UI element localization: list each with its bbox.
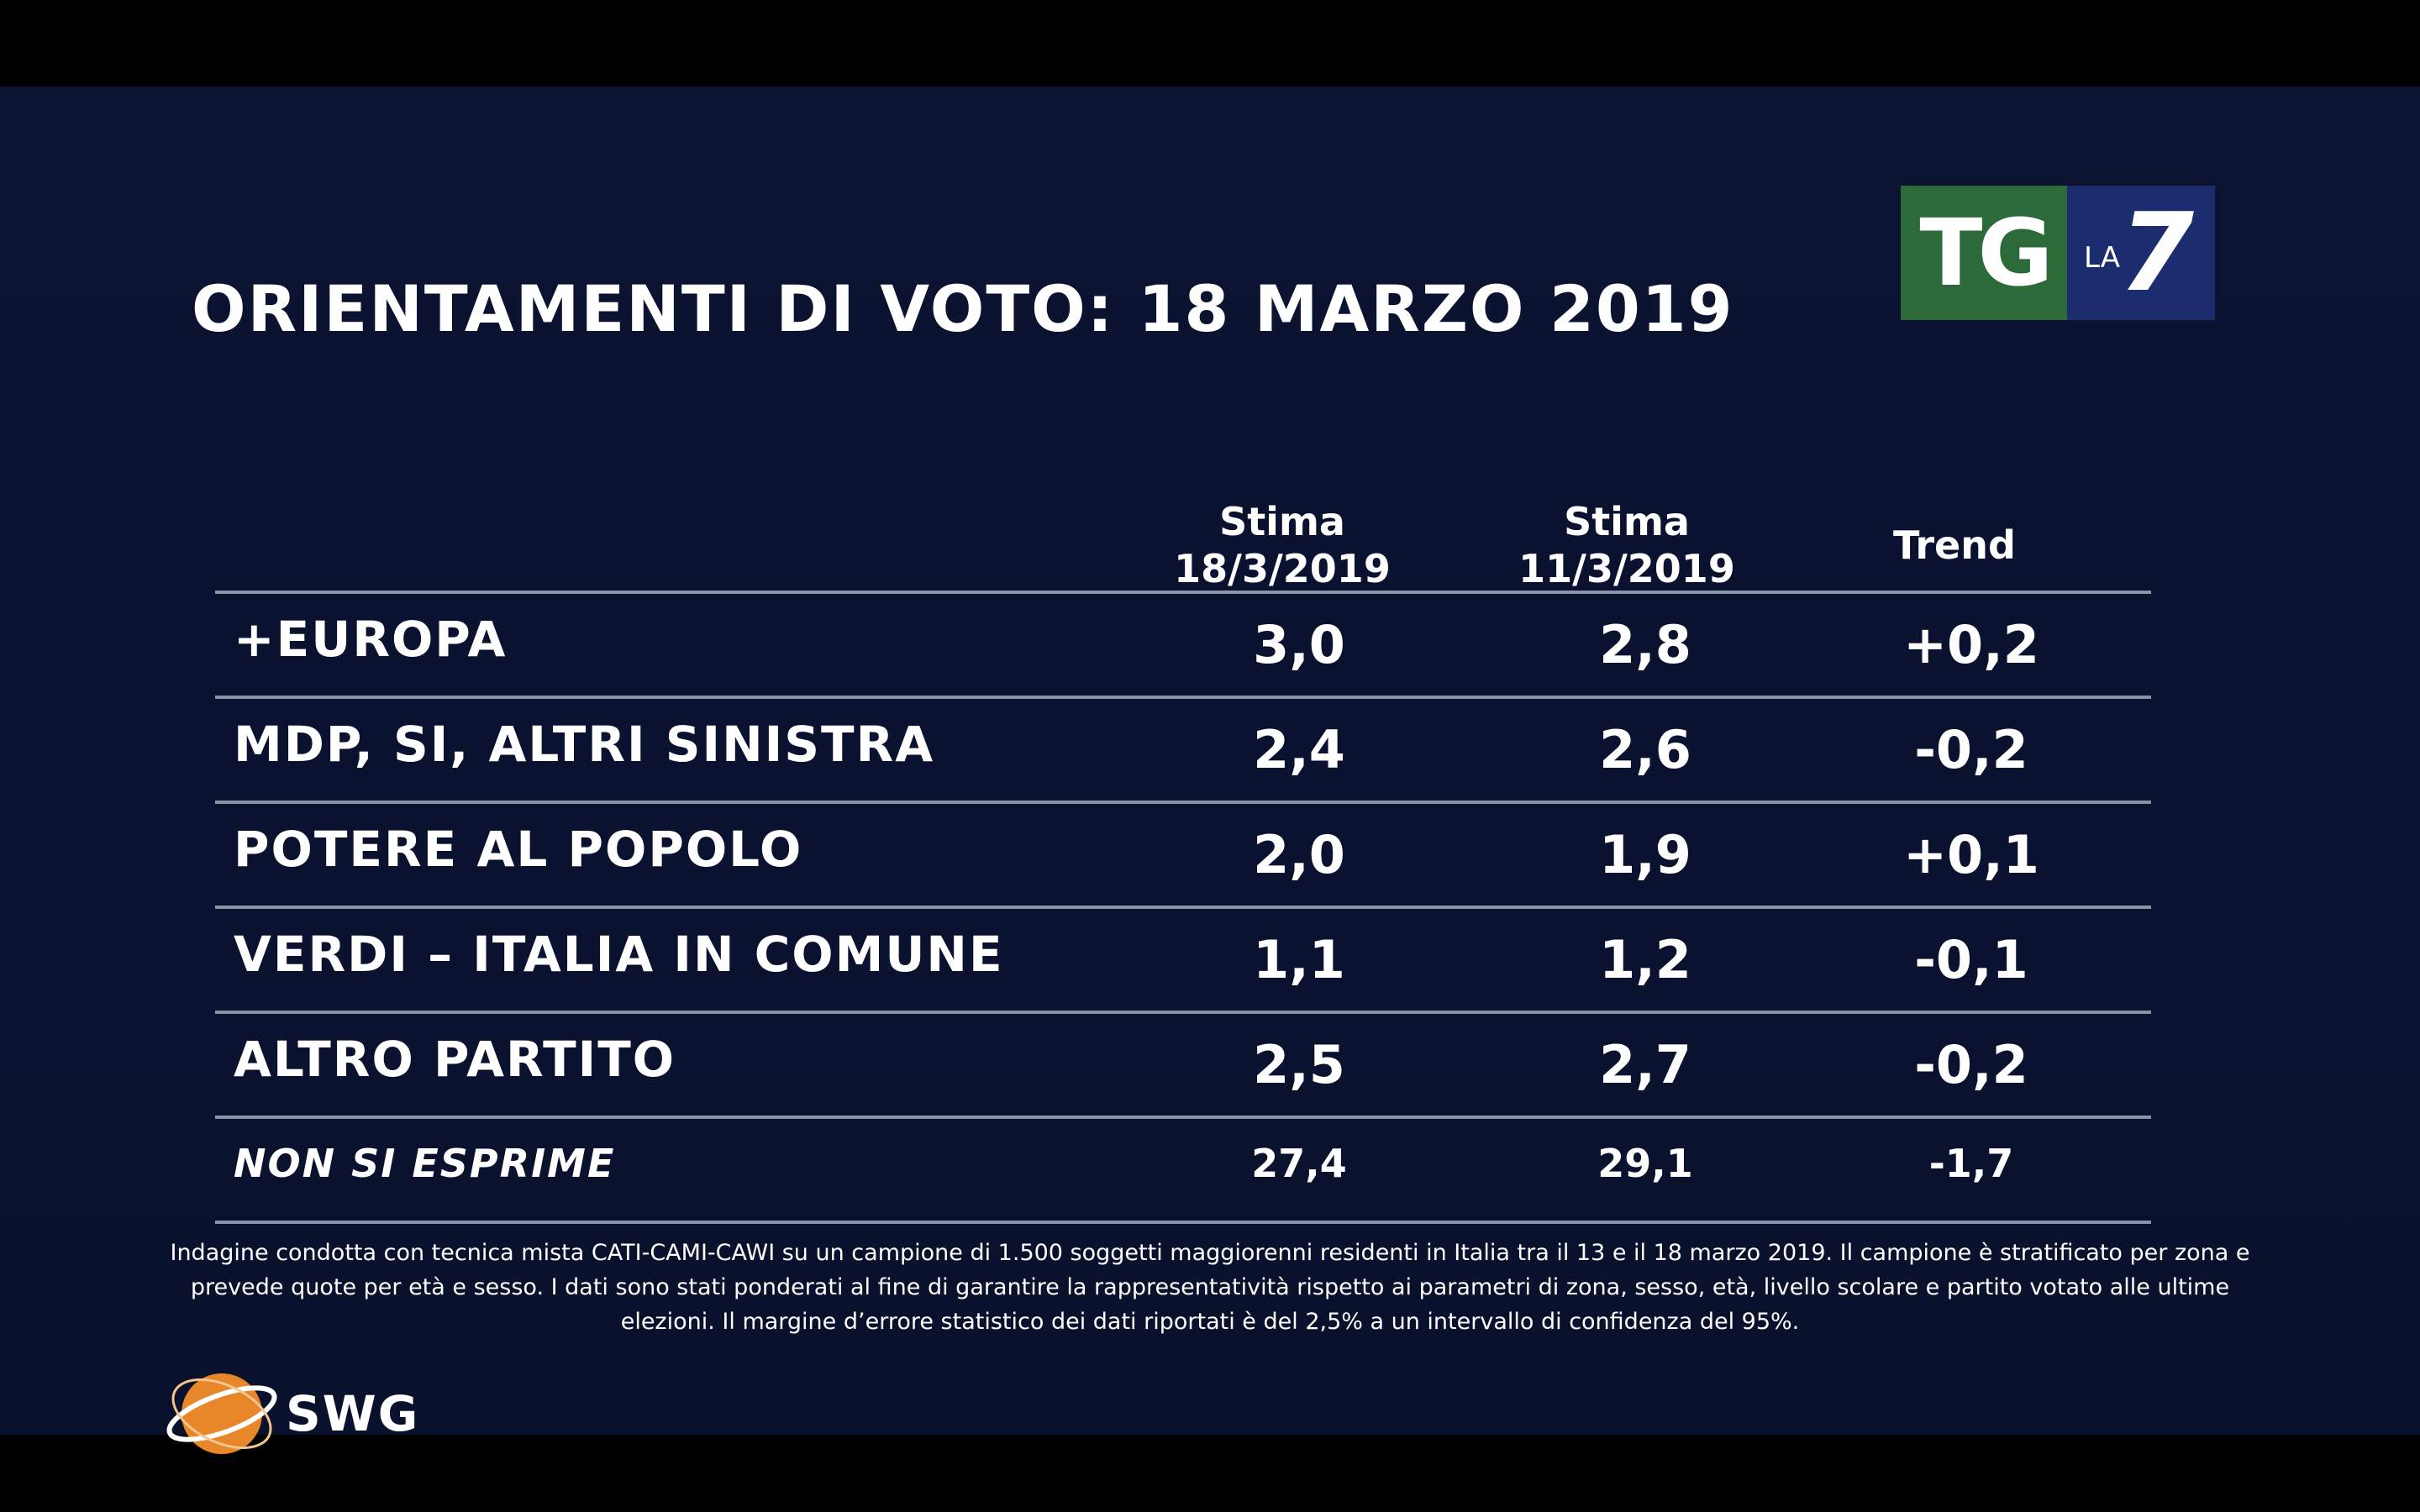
table-cell: -1,7 — [1928, 1141, 2014, 1186]
swg-logo: SWG — [161, 1363, 419, 1464]
row-label: +EUROPA — [234, 611, 508, 668]
table-rule — [215, 1221, 2151, 1224]
table-cell: 1,1 — [1253, 929, 1345, 990]
row-label: POTERE AL POPOLO — [234, 821, 803, 878]
table-cell: 3,0 — [1253, 614, 1345, 675]
la7-logo-block: LA 7 — [2067, 186, 2215, 320]
tg-logo-block: TG — [1901, 186, 2067, 320]
table-rule — [215, 1011, 2151, 1014]
row-label: MDP, SI, ALTRI SINISTRA — [234, 716, 935, 773]
table-rule — [215, 906, 2151, 909]
header-col-3: Trend — [1854, 522, 2055, 569]
table-rule — [215, 591, 2151, 594]
swg-globe-icon — [166, 1373, 277, 1454]
header-col-2-line1: Stima — [1564, 499, 1690, 544]
table-cell: +0,1 — [1903, 824, 2039, 885]
header-col-2-line2: 11/3/2019 — [1518, 546, 1735, 591]
table-cell: 2,5 — [1253, 1034, 1345, 1095]
broadcast-screen: ORIENTAMENTI DI VOTO: 18 MARZO 2019 TG L… — [0, 87, 2420, 1454]
table-cell: 2,7 — [1599, 1034, 1691, 1095]
table-cell: 27,4 — [1251, 1141, 1347, 1186]
methodology-footnote: Indagine condotta con tecnica mista CATI… — [170, 1240, 2250, 1335]
tg-la7-logo: TG LA 7 — [1901, 186, 2215, 320]
table-cell: +0,2 — [1903, 614, 2039, 675]
row-label: ALTRO PARTITO — [234, 1031, 676, 1088]
table-cell: -0,2 — [1914, 719, 2028, 780]
table-rule — [215, 1116, 2151, 1119]
table-cell: 2,6 — [1599, 719, 1691, 780]
header-col-1-line2: 18/3/2019 — [1174, 546, 1391, 591]
table-cell: 1,2 — [1599, 929, 1691, 990]
chart-title: ORIENTAMENTI DI VOTO: 18 MARZO 2019 — [192, 271, 1734, 346]
table-cell: 1,9 — [1599, 824, 1691, 885]
header-col-1: Stima 18/3/2019 — [1156, 498, 1408, 592]
la-text: LA — [2084, 241, 2120, 275]
row-label: VERDI – ITALIA IN COMUNE — [234, 926, 1004, 983]
table-rule — [215, 801, 2151, 804]
table-cell: 29,1 — [1597, 1141, 1693, 1186]
table-cell: 2,4 — [1253, 719, 1345, 780]
table-cell: 2,0 — [1253, 824, 1345, 885]
table-rule — [215, 696, 2151, 699]
seven-text: 7 — [2119, 191, 2195, 316]
header-col-1-line1: Stima — [1219, 499, 1345, 544]
table-cell: -0,2 — [1914, 1034, 2028, 1095]
table-cell: 2,8 — [1599, 614, 1691, 675]
table-cell: -0,1 — [1914, 929, 2028, 990]
swg-brand-text: SWG — [286, 1385, 420, 1442]
header-col-2: Stima 11/3/2019 — [1501, 498, 1753, 592]
row-label: NON SI ESPRIME — [234, 1141, 616, 1186]
header-col-3-line2: Trend — [1893, 522, 2016, 568]
